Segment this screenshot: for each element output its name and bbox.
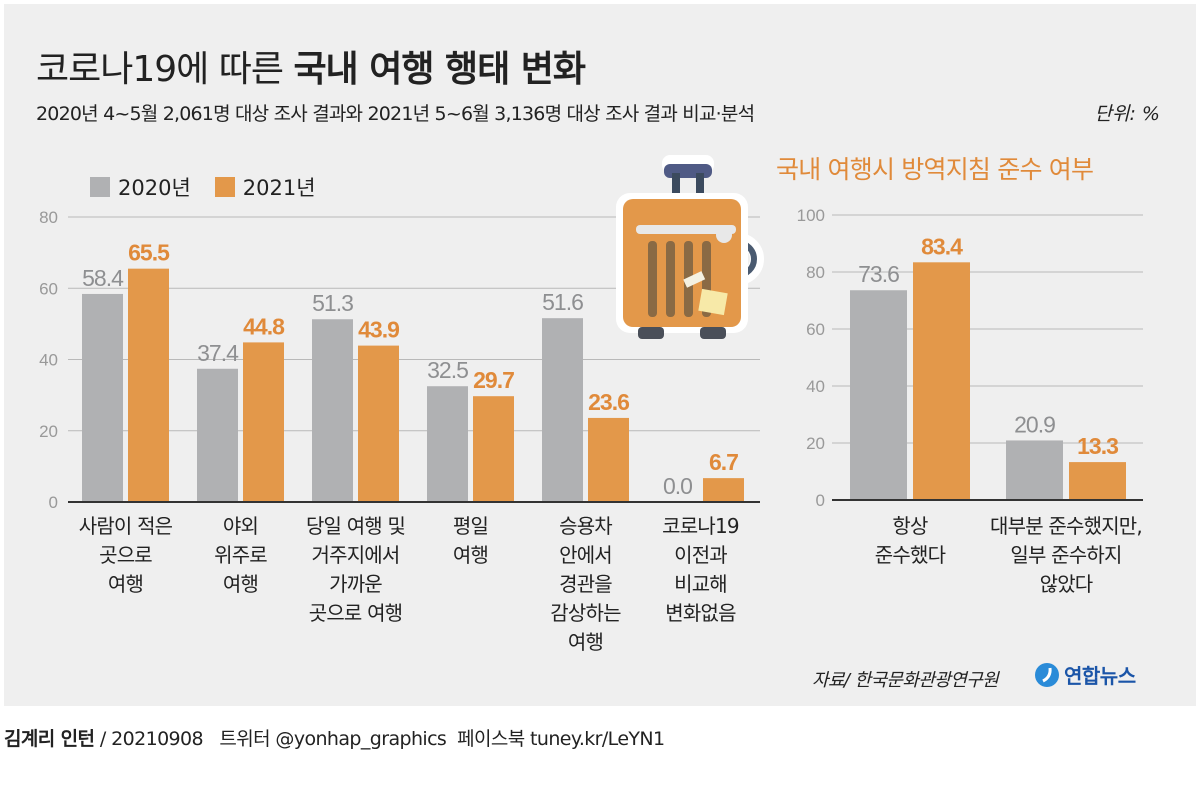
right-chart-title: 국내 여행시 방역지침 준수 여부 bbox=[776, 155, 1094, 184]
subtitle: 2020년 4~5월 2,061명 대상 조사 결과와 2021년 5~6월 3… bbox=[36, 103, 755, 125]
data-label: 51.6 bbox=[542, 289, 583, 315]
bar-2020 bbox=[1006, 440, 1063, 500]
data-label: 65.5 bbox=[128, 240, 170, 266]
category-label: 야외 위주로 여행 bbox=[214, 514, 268, 596]
y-tick-label: 0 bbox=[816, 491, 825, 510]
legend-swatch-2020 bbox=[90, 177, 110, 197]
data-label: 51.3 bbox=[312, 290, 353, 316]
y-tick-label: 80 bbox=[806, 263, 825, 282]
data-label: 6.7 bbox=[709, 449, 738, 475]
legend: 2020년 2021년 bbox=[90, 172, 332, 202]
data-label: 58.4 bbox=[82, 265, 124, 291]
page-title: 코로나19에 따른 국내 여행 행태 변화 bbox=[36, 40, 586, 92]
bar-2020 bbox=[312, 319, 353, 502]
legend-swatch-2021 bbox=[214, 177, 235, 197]
category-label: 대부분 준수했지만, 일부 준수하지 않았다 bbox=[990, 514, 1143, 596]
legend-item-2020: 2020년 bbox=[90, 172, 191, 202]
legend-label-2020: 2020년 bbox=[118, 176, 191, 200]
bar-2021 bbox=[913, 262, 970, 500]
category-label: 평일 여행 bbox=[452, 514, 489, 567]
data-label: 20.9 bbox=[1014, 411, 1055, 437]
y-tick-label: 20 bbox=[39, 422, 58, 441]
bar-2020 bbox=[197, 368, 238, 502]
unit-label: 단위: % bbox=[1094, 103, 1160, 125]
bar-2021 bbox=[473, 396, 514, 502]
legend-item-2021: 2021년 bbox=[214, 172, 316, 202]
category-label: 당일 여행 및 거주지에서 가까운 곳으로 여행 bbox=[305, 514, 406, 625]
footer-links: / 20210908 트위터 @yonhap_graphics 페이스북 tun… bbox=[99, 728, 665, 750]
footer-author: 김계리 인턴 bbox=[4, 728, 95, 750]
category-label: 코로나19 이전과 비교해 변화없음 bbox=[662, 514, 739, 625]
bar-2021 bbox=[703, 478, 744, 502]
data-label: 29.7 bbox=[473, 367, 514, 393]
category-label: 항상 준수했다 bbox=[874, 514, 946, 567]
data-label: 32.5 bbox=[427, 357, 468, 383]
yonhap-logo: 연합뉴스 bbox=[1034, 660, 1136, 689]
y-tick-label: 0 bbox=[49, 493, 58, 512]
data-label: 83.4 bbox=[921, 233, 963, 259]
bar-2020 bbox=[850, 290, 907, 500]
bar-2020 bbox=[542, 318, 583, 502]
title-bold: 국내 여행 행태 변화 bbox=[293, 49, 586, 90]
left-chart: 0 20 40 60 80 58.465.5 37.444.8 51.343.9 32.5 29.… bbox=[39, 208, 760, 512]
suitcase-icon bbox=[616, 155, 764, 339]
y-tick-label: 40 bbox=[39, 351, 58, 370]
bar-2020 bbox=[82, 293, 123, 502]
y-tick-label: 60 bbox=[806, 320, 825, 339]
yonhap-logo-icon bbox=[1035, 662, 1059, 687]
legend-label-2021: 2021년 bbox=[242, 176, 316, 200]
y-tick-label: 40 bbox=[806, 377, 825, 396]
y-tick-label: 60 bbox=[39, 279, 58, 298]
data-label: 73.6 bbox=[858, 261, 899, 287]
bar-2020 bbox=[427, 386, 468, 502]
y-tick-label: 20 bbox=[806, 434, 825, 453]
data-label: 37.4 bbox=[197, 340, 239, 366]
title-light: 코로나19에 따른 bbox=[36, 49, 284, 90]
source-text: 자료/ 한국문화관광연구원 bbox=[812, 670, 999, 691]
bar-2021 bbox=[128, 268, 169, 502]
y-tick-label: 100 bbox=[797, 206, 825, 225]
data-label: 23.6 bbox=[588, 389, 629, 415]
bar-2021 bbox=[588, 417, 629, 502]
category-label: 사람이 적은 곳으로 여행 bbox=[78, 514, 173, 596]
yonhap-logo-text: 연합뉴스 bbox=[1064, 664, 1136, 688]
bar-2021 bbox=[358, 345, 399, 502]
bar-2021 bbox=[1069, 462, 1126, 500]
infographic-panel bbox=[4, 4, 1196, 706]
data-label: 13.3 bbox=[1077, 433, 1118, 459]
right-chart: 0 20 40 60 80 100 73.6 83.4 20.9 13.3 bbox=[797, 206, 1143, 510]
data-label: 0.0 bbox=[663, 473, 692, 499]
bar-2021 bbox=[243, 342, 284, 502]
footer-credit: 김계리 인턴 / 20210908 트위터 @yonhap_graphics 페… bbox=[4, 724, 665, 751]
data-label: 44.8 bbox=[243, 313, 285, 339]
data-label: 43.9 bbox=[358, 317, 399, 343]
category-label: 승용차 안에서 경관을 감상하는 여행 bbox=[550, 514, 621, 654]
y-tick-label: 80 bbox=[39, 208, 58, 227]
